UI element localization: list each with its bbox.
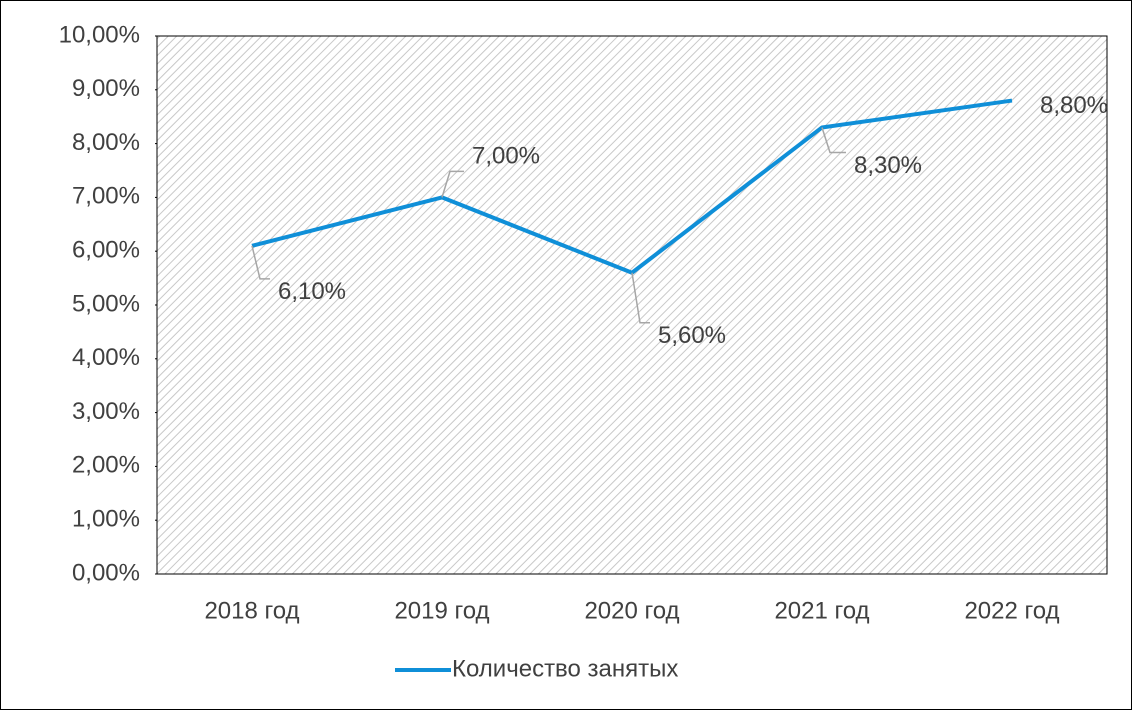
data-label: 6,10% [278, 278, 346, 305]
y-tick-label: 1,00% [72, 506, 140, 533]
x-tick-label: 2022 год [964, 597, 1059, 624]
leader-line [821, 127, 846, 154]
y-tick-label: 0,00% [72, 559, 140, 586]
y-tick-label: 6,00% [72, 237, 140, 264]
x-tick-label: 2020 год [584, 597, 679, 624]
data-label: 8,80% [1040, 92, 1108, 119]
leader-line [631, 272, 650, 324]
y-tick-label: 10,00% [59, 21, 140, 48]
x-tick-label: 2021 год [774, 597, 869, 624]
plot-area [156, 35, 1108, 575]
y-tick-label: 7,00% [72, 183, 140, 210]
data-label: 8,30% [854, 152, 922, 179]
leader-line [251, 245, 270, 280]
y-tick-label: 2,00% [72, 452, 140, 479]
x-tick-label: 2019 год [394, 597, 489, 624]
legend-label: Количество занятых [452, 655, 678, 682]
data-label: 7,00% [472, 143, 540, 170]
y-tick-label: 5,00% [72, 290, 140, 317]
leader-line [441, 170, 464, 198]
data-label: 5,60% [658, 322, 726, 349]
y-tick-label: 9,00% [72, 75, 140, 102]
y-tick-label: 4,00% [72, 344, 140, 371]
y-tick-label: 3,00% [72, 398, 140, 425]
x-tick-label: 2018 год [204, 597, 299, 624]
y-tick-label: 8,00% [72, 129, 140, 156]
